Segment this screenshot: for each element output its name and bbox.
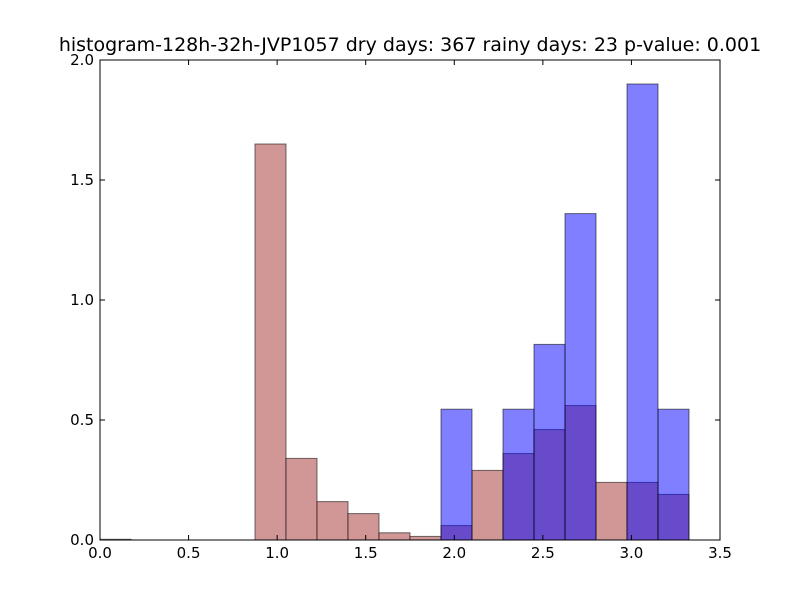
x-tick-label: 0.5 — [177, 544, 201, 562]
histogram-bar-series-1-bin-13 — [471, 469, 504, 541]
x-tick-label: 3.5 — [708, 544, 732, 562]
histogram-bar-series-1-bin-11 — [409, 535, 442, 541]
y-tick-label: 1.0 — [70, 291, 94, 309]
y-tick-label: 0.5 — [70, 411, 94, 429]
x-tick-label: 1.0 — [265, 544, 289, 562]
histogram-bar-series-1-bin-7 — [285, 457, 318, 541]
histogram-bar-series-2-bin-18 — [626, 83, 659, 541]
histogram-bar-series-2-bin-14 — [502, 408, 535, 541]
bars-layer — [99, 83, 690, 541]
histogram-bar-series-1-bin-9 — [347, 513, 380, 541]
x-tick-label: 2.0 — [442, 544, 466, 562]
histogram-bar-series-1-bin-17 — [595, 481, 628, 541]
x-tick-label: 1.5 — [354, 544, 378, 562]
histogram-bar-series-2-bin-16 — [564, 213, 597, 541]
x-tick-label: 0.0 — [88, 544, 112, 562]
histogram-bar-series-2-bin-15 — [533, 343, 566, 541]
histogram-bar-series-1-bin-6 — [254, 143, 287, 541]
histogram-bar-series-1-bin-10 — [378, 532, 411, 541]
y-tick-label: 2.0 — [70, 51, 94, 69]
histogram-bar-series-2-bin-12 — [440, 408, 473, 541]
y-tick-label: 1.5 — [70, 171, 94, 189]
histogram-bar-series-1-bin-8 — [316, 501, 349, 541]
x-tick-label: 2.5 — [531, 544, 555, 562]
x-tick-label: 3.0 — [619, 544, 643, 562]
chart-title: histogram-128h-32h-JVP1057 dry days: 367… — [58, 34, 762, 56]
y-tick-label: 0.0 — [70, 531, 94, 549]
axis-ticks: 0.0 0.5 1.0 1.5 2.0 2.5 3.0 3.5 0.0 0.5 1.0 1.5 2.0 — [70, 51, 732, 562]
histogram-bar-series-2-bin-19 — [657, 408, 690, 541]
